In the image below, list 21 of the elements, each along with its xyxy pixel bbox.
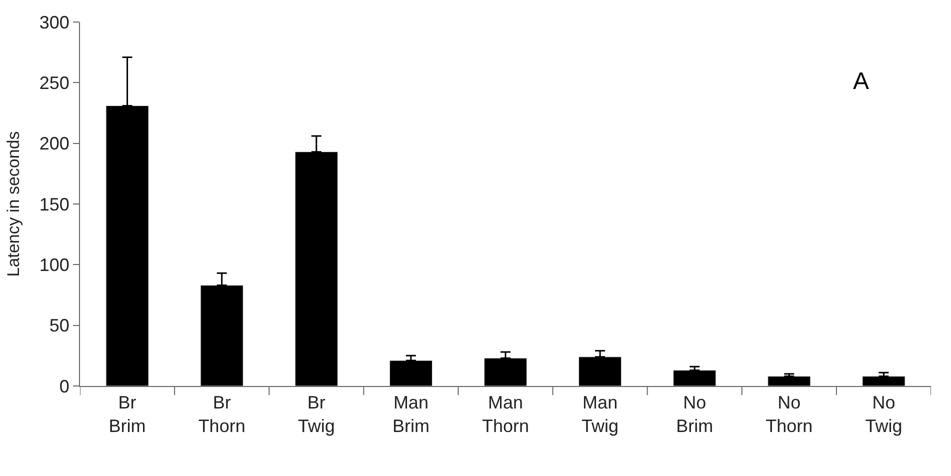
bar bbox=[768, 376, 811, 386]
x-tick-label: Br Twig bbox=[298, 392, 335, 436]
x-tick-label: Br Thorn bbox=[198, 392, 246, 436]
x-tick-label: No Thorn bbox=[766, 392, 813, 436]
bar bbox=[862, 376, 906, 386]
bar bbox=[673, 370, 716, 386]
y-tick-label: 250 bbox=[39, 72, 70, 93]
y-tick-label: 300 bbox=[39, 12, 70, 32]
x-tick-label: Man Brim bbox=[392, 392, 430, 436]
y-tick-label: 100 bbox=[39, 254, 70, 275]
y-tick-label: 50 bbox=[49, 316, 70, 336]
y-tick-label: 150 bbox=[39, 194, 70, 214]
x-tick-label: Man Twig bbox=[582, 392, 619, 436]
y-tick-label: 0 bbox=[59, 376, 70, 396]
x-tick-label: No Twig bbox=[865, 392, 902, 436]
y-tick-label: 200 bbox=[39, 134, 70, 154]
annotation: A bbox=[853, 68, 870, 95]
x-tick-label: Man Thorn bbox=[482, 392, 530, 436]
x-tick-label: Br Brim bbox=[108, 392, 146, 436]
y-axis-title: Latency in seconds bbox=[4, 131, 23, 277]
x-tick-label: No Brim bbox=[676, 392, 714, 436]
